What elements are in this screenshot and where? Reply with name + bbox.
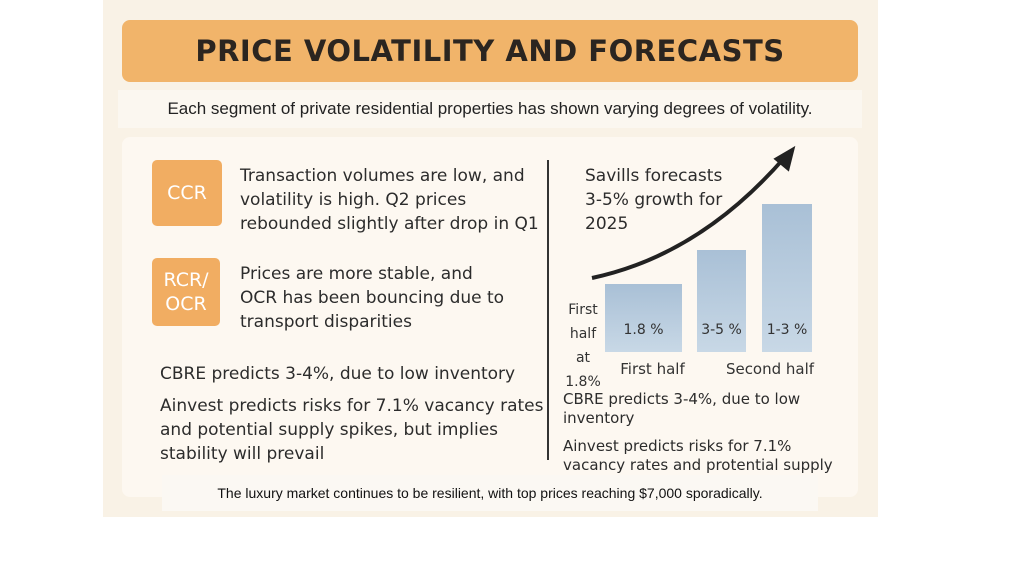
note: CBRE predicts 3-4%, due to low inventory	[160, 364, 516, 384]
segment-tag: CCR	[152, 160, 222, 226]
subtitle: Each segment of private residential prop…	[118, 90, 862, 128]
axis-label: Second half	[725, 360, 815, 378]
bar-label: 1.8 %	[623, 322, 664, 338]
bar-label: 3-5 %	[701, 322, 742, 338]
note: Ainvest predicts risks for 7.1% vacancy …	[160, 396, 544, 464]
forecast-headline: Savills forecasts 3-5% growth for 2025	[585, 166, 723, 234]
title: PRICE VOLATILITY AND FORECASTS	[122, 20, 858, 82]
side-label: First half at 1.8%	[565, 302, 601, 390]
bar	[605, 284, 682, 352]
segment-text: Prices are more stable, and OCR has been…	[240, 264, 505, 332]
bar	[762, 204, 812, 352]
axis-label: First half	[620, 360, 685, 378]
note: Ainvest predicts risks for 7.1% vacancy …	[563, 437, 833, 474]
bar	[697, 250, 746, 352]
note: CBRE predicts 3-4%, due to low inventory	[563, 390, 801, 427]
segment-text: Transaction volumes are low, and volatil…	[240, 166, 539, 234]
growth-arrow	[591, 145, 796, 280]
divider	[547, 160, 549, 460]
footer: The luxury market continues to be resili…	[162, 475, 818, 511]
bar-label: 1-3 %	[766, 322, 808, 338]
segment-tag: RCR/ OCR	[152, 258, 220, 326]
